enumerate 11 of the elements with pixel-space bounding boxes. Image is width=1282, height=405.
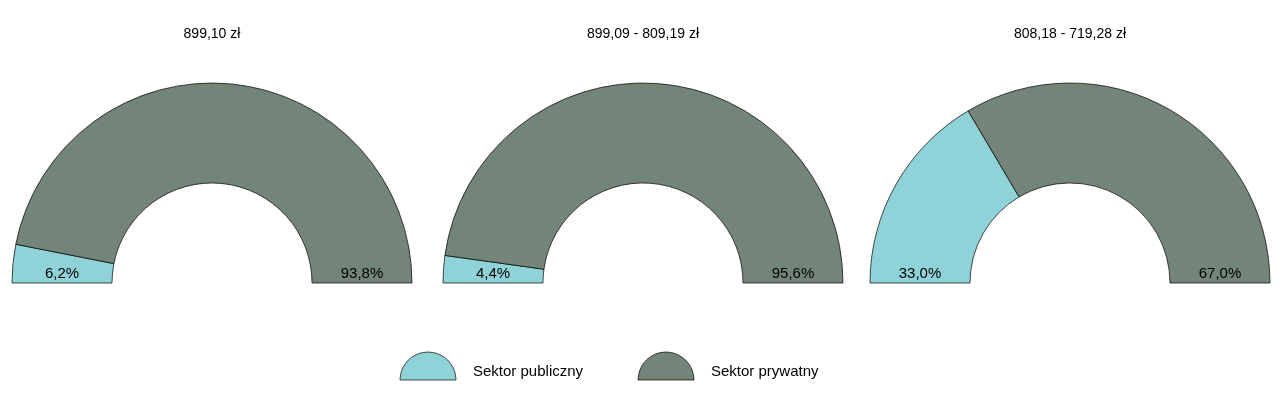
- data-label: 4,4%: [475, 264, 511, 281]
- data-label: 67,0%: [1198, 264, 1242, 281]
- data-label: 95,6%: [771, 264, 815, 281]
- chart-title: 899,10 zł: [183, 25, 242, 41]
- legend-label: Sektor publiczny: [473, 362, 584, 379]
- data-label: 33,0%: [898, 264, 942, 281]
- data-label: 6,2%: [44, 264, 80, 281]
- chart-title: 808,18 - 719,28 zł: [1013, 25, 1127, 41]
- data-label: 93,8%: [340, 264, 384, 281]
- chart-title: 899,09 - 809,19 zł: [586, 25, 700, 41]
- legend-label: Sektor prywatny: [711, 362, 820, 379]
